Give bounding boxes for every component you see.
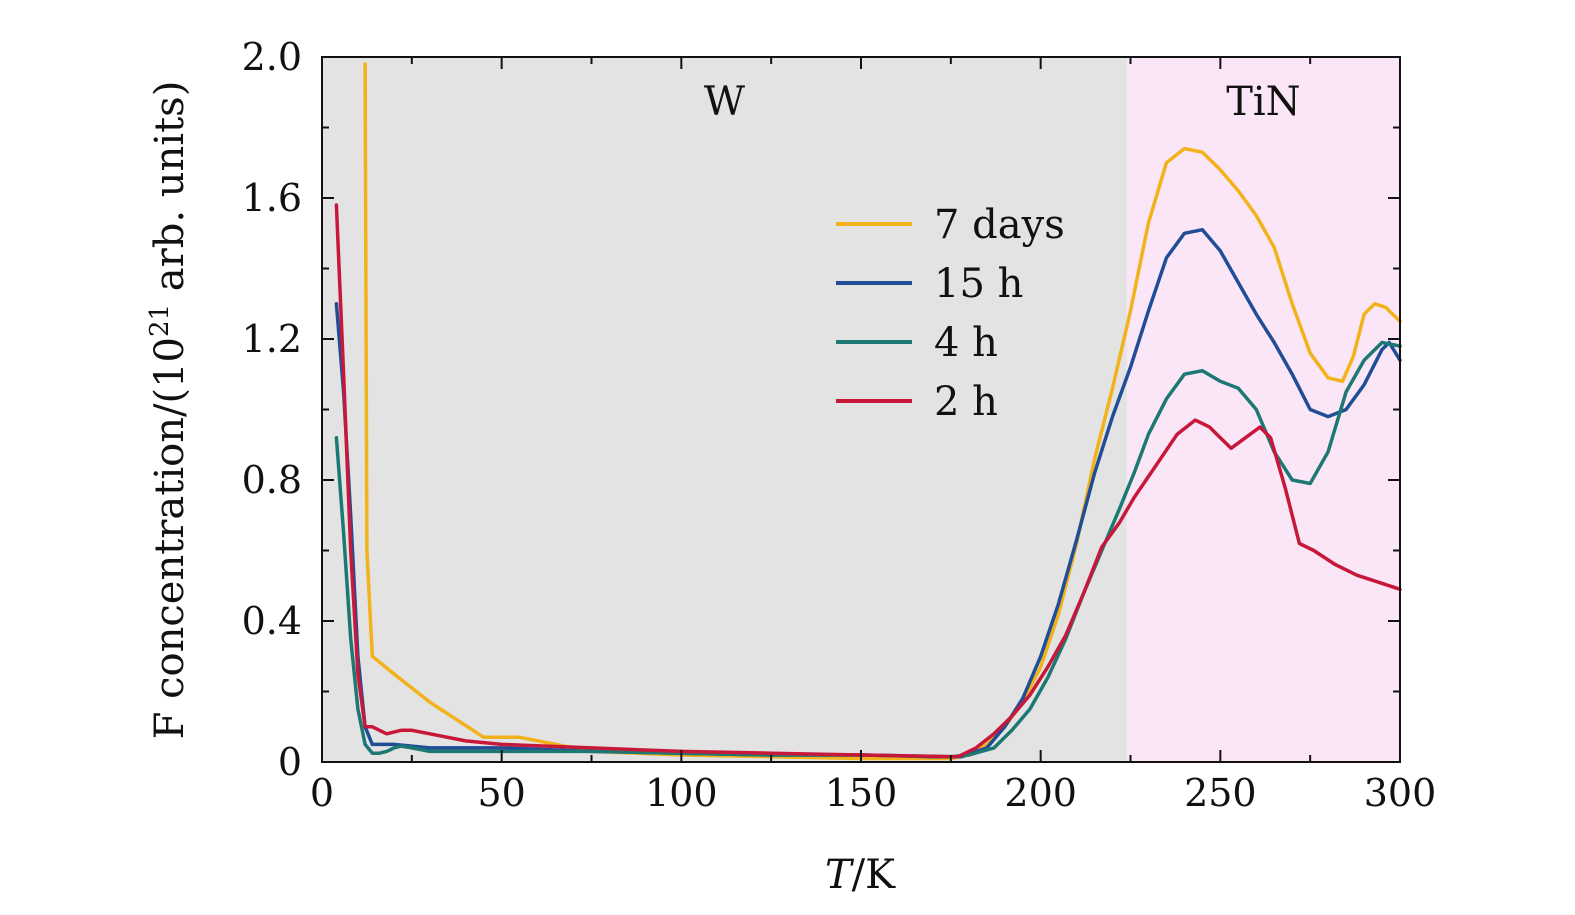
legend-label-7-days: 7 days (934, 202, 1065, 248)
region-backgrounds (322, 57, 1400, 762)
y-tick-label: 0 (278, 740, 302, 784)
y-tick-label: 1.6 (242, 176, 302, 220)
region-label-w: W (704, 79, 745, 125)
x-tick-label: 50 (477, 771, 525, 815)
series-lines (334, 62, 1402, 761)
x-tick-label: 150 (825, 771, 898, 815)
y-axis-title-exponent: 21 (145, 304, 175, 337)
series-line-2-h (334, 203, 1402, 759)
x-tick-label: 200 (1004, 771, 1077, 815)
y-tick-label: 0.8 (242, 458, 302, 502)
region-w (322, 57, 1127, 762)
region-tin (1126, 57, 1400, 762)
y-tick-label: 1.2 (242, 317, 302, 361)
x-axis-title: T/K (825, 852, 896, 898)
axis-ticks: 0 50 100 150 200 250 300 0 0.4 0.8 1.2 1.6 2.0 (242, 35, 1437, 815)
legend-label-2-h: 2 h (934, 379, 998, 425)
y-tick-label: 0.4 (242, 599, 302, 643)
legend-label-4-h: 4 h (934, 320, 998, 366)
x-tick-label: 0 (310, 771, 334, 815)
legend: 7 days 15 h 4 h 2 h (836, 202, 1065, 425)
y-axis-title: F concentration/(1021 arb. units) (145, 81, 193, 740)
x-tick-label: 300 (1364, 771, 1437, 815)
x-tick-label: 100 (645, 771, 718, 815)
y-tick-label: 2.0 (242, 35, 302, 79)
legend-label-15-h: 15 h (934, 261, 1023, 307)
region-label-tin: TiN (1226, 79, 1300, 125)
x-tick-label: 250 (1184, 771, 1257, 815)
